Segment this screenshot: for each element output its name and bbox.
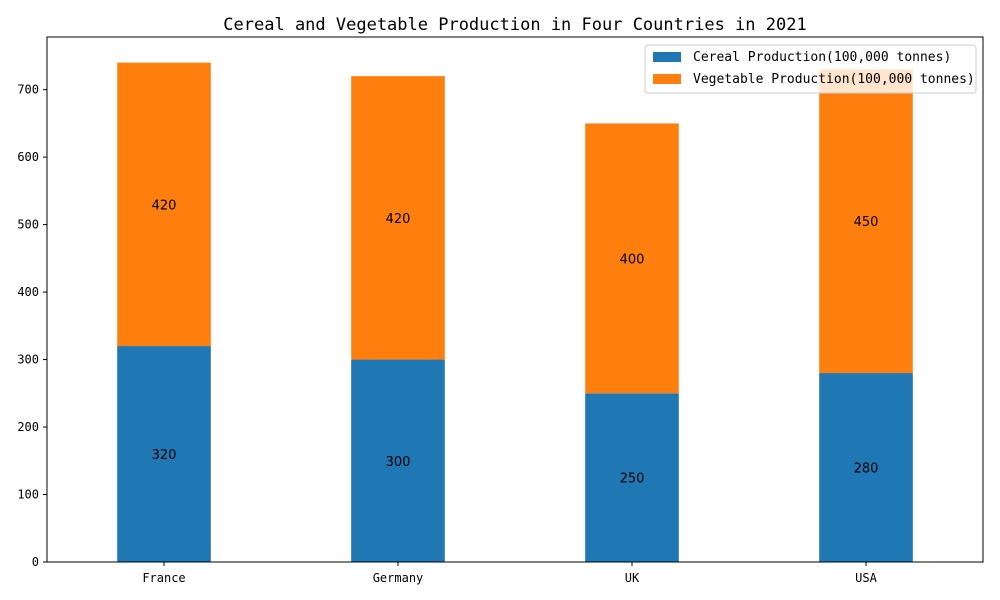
y-tick-label: 100 bbox=[17, 488, 39, 502]
legend-swatch-series-1 bbox=[653, 52, 681, 62]
bar-france-series-1 bbox=[117, 346, 211, 562]
bar-uk-series-2 bbox=[585, 123, 679, 394]
y-tick-label: 700 bbox=[17, 83, 39, 97]
data-label-germany-series-1: 300 bbox=[386, 455, 411, 470]
axes-layer: 0 100 200 300 400 500 600 700 France Germany UK USA bbox=[17, 36, 984, 585]
data-label-usa-series-1: 280 bbox=[854, 462, 879, 477]
data-labels-layer: 320 420 300 420 250 400 280 450 bbox=[152, 198, 879, 486]
chart-title: Cereal and Vegetable Production in Four … bbox=[223, 15, 806, 35]
x-tick-label-germany: Germany bbox=[373, 571, 424, 585]
data-label-france-series-1: 320 bbox=[152, 448, 177, 463]
y-tick-label: 400 bbox=[17, 285, 39, 299]
bar-germany-series-2 bbox=[351, 76, 445, 360]
bar-france-series-2 bbox=[117, 62, 211, 347]
legend-label-series-1: Cereal Production(100,000 tonnes) bbox=[693, 50, 951, 65]
bar-germany-series-1 bbox=[351, 359, 445, 562]
x-tick-label-usa: USA bbox=[855, 571, 877, 585]
y-tick-label: 0 bbox=[32, 555, 39, 569]
y-tick-label: 600 bbox=[17, 150, 39, 164]
data-label-germany-series-2: 420 bbox=[386, 212, 411, 227]
y-tick-label: 500 bbox=[17, 218, 39, 232]
legend-box bbox=[644, 44, 977, 94]
x-tick-label-france: France bbox=[142, 571, 185, 585]
y-tick-label: 300 bbox=[17, 353, 39, 367]
legend-swatch-series-2 bbox=[653, 74, 681, 84]
legend-label-series-2: Vegetable Production(100,000 tonnes) bbox=[693, 72, 975, 87]
axes-frame bbox=[46, 36, 984, 563]
data-label-usa-series-2: 450 bbox=[854, 215, 879, 230]
legend: Cereal Production(100,000 tonnes) Vegetab… bbox=[644, 44, 977, 94]
y-tick-label: 200 bbox=[17, 420, 39, 434]
bars-layer bbox=[117, 62, 913, 562]
x-tick-label-uk: UK bbox=[625, 571, 640, 585]
bar-usa-series-2 bbox=[819, 69, 913, 374]
bar-uk-series-1 bbox=[585, 393, 679, 562]
bar-usa-series-1 bbox=[819, 373, 913, 562]
data-label-uk-series-2: 400 bbox=[620, 252, 645, 267]
data-label-france-series-2: 420 bbox=[152, 198, 177, 213]
data-label-uk-series-1: 250 bbox=[620, 472, 645, 487]
